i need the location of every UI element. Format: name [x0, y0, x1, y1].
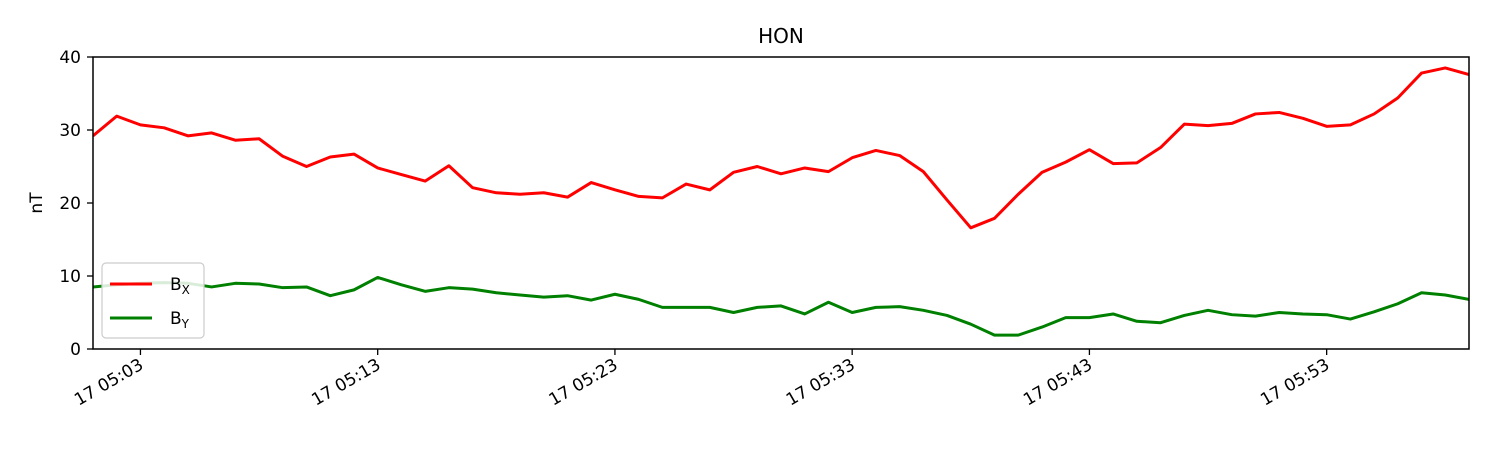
x-tick-label: 17 05:33: [783, 355, 859, 410]
series-line-bx: [93, 66, 1469, 230]
x-tick-label: 17 05:53: [1257, 355, 1333, 410]
legend-label: BX: [170, 275, 190, 297]
series-layer: [93, 66, 1469, 337]
y-tick-label: 40: [59, 48, 81, 68]
y-axis: 0 10 20 30 40: [59, 48, 93, 360]
series-line-by: [93, 275, 1469, 337]
y-tick-label: 30: [59, 121, 81, 141]
y-tick-label: 0: [70, 340, 81, 360]
x-tick-label: 17 05:13: [308, 355, 384, 410]
legend: BX BY: [101, 262, 205, 339]
y-tick-label: 10: [59, 267, 81, 287]
x-tick-label: 17 05:23: [546, 355, 622, 410]
x-axis: 17 05:03 17 05:13 17 05:23 17 05:33 17 05:43…: [71, 349, 1333, 410]
y-tick-label: 20: [59, 194, 81, 214]
x-tick-label: 17 05:43: [1020, 355, 1096, 410]
x-tick-label: 17 05:03: [71, 355, 147, 410]
y-axis-label: nT: [27, 192, 47, 214]
chart-title: HON: [758, 24, 804, 48]
legend-label: BY: [170, 309, 190, 331]
